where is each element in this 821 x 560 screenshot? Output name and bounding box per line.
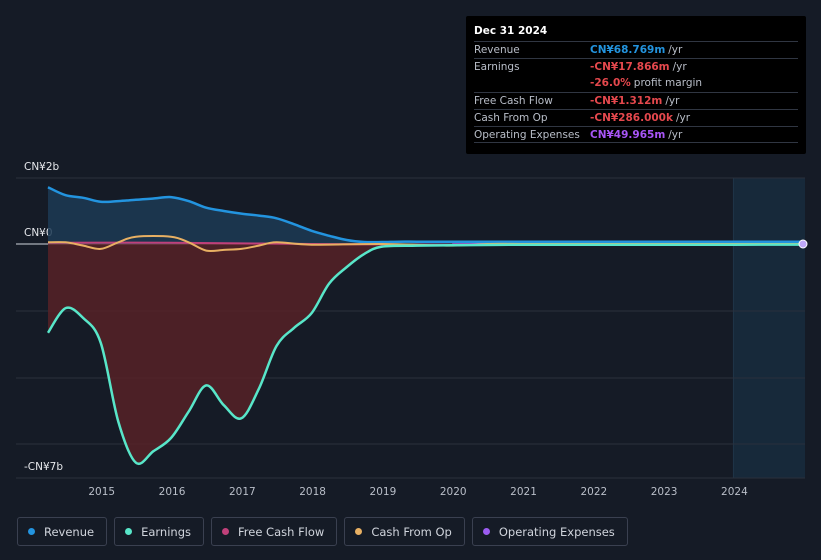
tooltip-value: CN¥68.769m [590, 44, 666, 56]
tooltip-row-profit-margin: -26.0% profit margin [474, 75, 798, 92]
legend-dot-icon [222, 528, 229, 535]
highlight-region [733, 178, 805, 478]
tooltip-unit: /yr [672, 61, 687, 73]
y-tick-label: CN¥2b [24, 161, 60, 173]
legend-label: Free Cash Flow [238, 524, 325, 539]
x-tick-label: 2023 [651, 486, 678, 498]
legend-label: Cash From Op [371, 524, 452, 539]
tooltip-row-operating-expenses: Operating Expenses CN¥49.965m /yr [474, 126, 798, 143]
tooltip-value: CN¥49.965m [590, 129, 666, 141]
legend-item-operating-expenses[interactable]: Operating Expenses [471, 517, 628, 546]
legend-item-cash-from-op[interactable]: Cash From Op [344, 517, 465, 546]
legend-item-earnings[interactable]: Earnings [114, 517, 204, 546]
highlight-divider [732, 178, 734, 478]
tooltip-unit: profit margin [633, 77, 703, 89]
revenue-area [48, 187, 804, 244]
legend-item-free-cash-flow[interactable]: Free Cash Flow [211, 517, 338, 546]
legend-dot-icon [482, 528, 490, 535]
x-tick-label: 2018 [299, 486, 326, 498]
tooltip-row-earnings: Earnings -CN¥17.866m /yr [474, 58, 798, 75]
x-tick-label: 2016 [159, 486, 186, 498]
x-tick-label: 2017 [229, 486, 256, 498]
earnings-line [46, 243, 804, 466]
tooltip-value: -CN¥286.000k [590, 112, 673, 124]
tooltip-value: -CN¥1.312m [590, 95, 663, 107]
end-point-marker [798, 239, 808, 249]
legend-dot-icon [355, 528, 363, 535]
legend-label: Earnings [141, 524, 191, 539]
y-tick-label: -CN¥7b [24, 461, 63, 473]
tooltip-row-cash-from-op: Cash From Op -CN¥286.000k /yr [474, 109, 798, 126]
tooltip-label: Cash From Op [474, 112, 548, 124]
tooltip-label: Earnings [474, 61, 520, 73]
tooltip-label [474, 75, 590, 92]
tooltip-panel: Dec 31 2024 Revenue CN¥68.769m /yr Earni… [466, 16, 806, 154]
legend-label: Operating Expenses [498, 524, 615, 539]
x-tick-label: 2020 [440, 486, 467, 498]
y-tick-label: CN¥0 [24, 227, 53, 239]
x-tick-label: 2019 [370, 486, 397, 498]
tooltip-row-revenue: Revenue CN¥68.769m /yr [474, 41, 798, 58]
tooltip-label: Operating Expenses [474, 129, 580, 141]
financial-chart[interactable]: CN¥2b CN¥0 -CN¥7b 2015 2016 2017 2018 2019 2020 2… [0, 0, 821, 510]
tooltip-date: Dec 31 2024 [474, 25, 548, 37]
chart-legend: Revenue Earnings Free Cash Flow Cash Fro… [17, 517, 628, 546]
tooltip-value: -CN¥17.866m [590, 61, 670, 73]
tooltip-unit: /yr [665, 95, 680, 107]
tooltip-value: -26.0% [590, 77, 631, 89]
revenue-line [47, 186, 804, 244]
legend-dot-icon [28, 528, 35, 535]
tooltip-label: Revenue [474, 44, 520, 56]
x-tick-label: 2015 [88, 486, 115, 498]
earnings-area [48, 244, 804, 464]
tooltip-unit: /yr [668, 129, 683, 141]
tooltip-unit: /yr [668, 44, 683, 56]
tooltip-unit: /yr [675, 112, 691, 124]
tooltip-label: Free Cash Flow [474, 95, 553, 107]
x-tick-label: 2022 [580, 486, 607, 498]
legend-dot-icon [125, 528, 133, 535]
legend-item-revenue[interactable]: Revenue [17, 517, 108, 546]
x-tick-label: 2024 [721, 486, 748, 498]
legend-label: Revenue [44, 524, 95, 539]
x-tick-label: 2021 [510, 486, 537, 498]
tooltip-row-free-cash-flow: Free Cash Flow -CN¥1.312m /yr [474, 92, 798, 109]
